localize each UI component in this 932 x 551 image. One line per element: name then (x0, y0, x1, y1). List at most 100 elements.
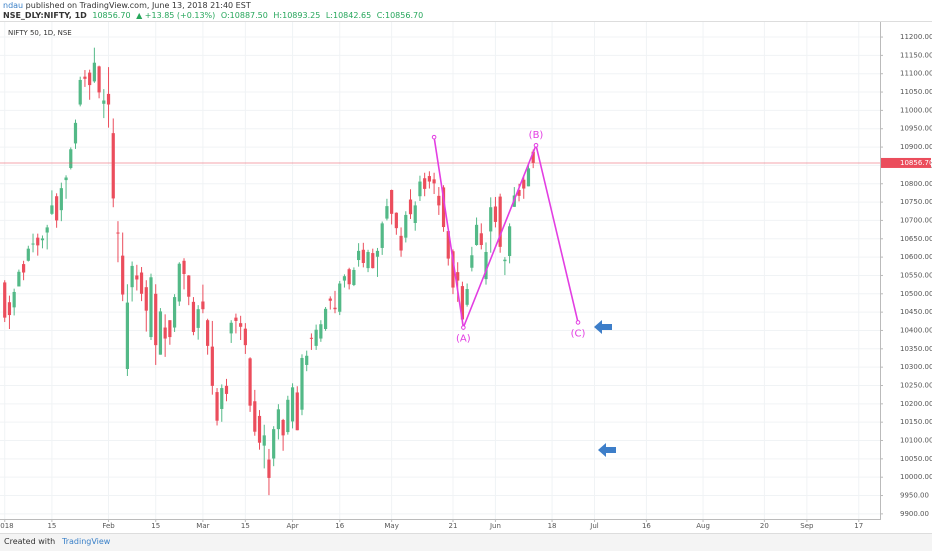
candle-body (333, 307, 337, 310)
wave-label: (B) (529, 130, 544, 141)
candle-body (498, 196, 502, 247)
y-tick-label: 11000.00 (900, 106, 932, 114)
y-tick-label: 10400.00 (900, 326, 932, 334)
candle-body (111, 133, 115, 199)
candle-body (432, 179, 436, 184)
candle-body (144, 287, 148, 311)
candle-body (64, 177, 68, 181)
candle-body (347, 269, 351, 285)
candle-body (191, 301, 196, 332)
candle-body (206, 320, 210, 346)
candle-body (121, 255, 125, 295)
candle-body (418, 181, 422, 197)
wave-line (433, 137, 579, 331)
candle-body (399, 235, 403, 251)
candle-body (290, 387, 295, 422)
last-price-tag (881, 157, 931, 168)
candle-body (139, 272, 144, 294)
chart: NIFTY 50, 1D, NSE 9900.00 9950.00 10000.00… (0, 21, 932, 530)
candle-body (300, 357, 304, 410)
candle-body (97, 66, 101, 93)
y-tick-label: 11150.00 (900, 51, 932, 59)
candle-body (262, 435, 266, 446)
arrow (598, 443, 616, 457)
last: 10856.70 (92, 11, 131, 20)
candle-body (489, 207, 493, 232)
candle-body (390, 189, 394, 214)
publish-info: published on TradingView.com, June 13, 2… (25, 1, 251, 10)
candle-body (102, 100, 106, 104)
y-tick-label: 10000.00 (900, 473, 932, 481)
candle-body (215, 392, 219, 421)
y-tick-label: 10650.00 (900, 235, 932, 243)
candle-body (456, 272, 460, 281)
candle-body (17, 271, 21, 287)
y-tick-label: 10150.00 (900, 418, 932, 426)
candle-body (470, 255, 474, 268)
x-tick-label: Jul (589, 522, 599, 530)
candle-body (352, 269, 356, 285)
brand[interactable]: TradingView (62, 537, 111, 546)
y-tick-label: 10500.00 (900, 290, 932, 298)
candle-body (446, 231, 450, 259)
x-tick-label: Jun (489, 522, 501, 530)
y-tick-label: 10550.00 (900, 271, 932, 279)
x-tick-label: 18 (548, 522, 557, 530)
candle-body (40, 238, 45, 241)
y-tick-label: 10900.00 (900, 143, 932, 151)
x-tick-label: Apr (286, 522, 298, 530)
candle-body (526, 168, 531, 187)
candle-body (135, 275, 139, 280)
x-tick-label: Sep (800, 522, 814, 530)
candle-body (253, 401, 257, 432)
high: H:10893.25 (273, 11, 321, 20)
candle-body (503, 259, 507, 262)
candle-body (50, 205, 54, 214)
candle-body (361, 249, 365, 263)
candle-body (319, 324, 323, 339)
candle-body (7, 302, 12, 316)
candle-body (493, 206, 498, 222)
y-tick-label: 10300.00 (900, 363, 932, 371)
candle-body (243, 328, 247, 346)
y-tick-label: 11100.00 (900, 70, 932, 78)
candle-body (130, 265, 134, 288)
x-tick-label: 20 (760, 522, 769, 530)
candle-body (309, 337, 314, 339)
candle-body (196, 309, 200, 328)
x-tick-label: 2018 (0, 522, 14, 530)
y-tick-label: 10750.00 (900, 198, 932, 206)
y-tick-label: 10950.00 (900, 125, 932, 133)
author[interactable]: ndau (3, 1, 24, 10)
candle-body (149, 277, 153, 338)
candle-body (31, 243, 35, 245)
candle-body (323, 308, 328, 330)
y-tick-label: 10350.00 (900, 345, 932, 353)
x-tick-label: Mar (196, 522, 209, 530)
candle-body (366, 251, 370, 269)
candle-body (479, 233, 483, 246)
x-tick-label: 16 (335, 522, 344, 530)
last-price-label: 10856.70 (900, 159, 932, 167)
candle-body (413, 205, 417, 224)
candle-body (474, 224, 479, 246)
wave-point (533, 142, 539, 148)
candle-body (88, 72, 92, 86)
candle-body (248, 358, 252, 406)
candle-body (59, 188, 63, 211)
candle-body (385, 206, 389, 219)
symbol: NSE_DLY:NIFTY, 1D (3, 11, 87, 20)
candle-body (83, 76, 87, 79)
candle-body (328, 298, 332, 301)
candle-body (408, 199, 413, 215)
x-tick-label: Feb (102, 522, 115, 530)
wave-point (575, 320, 581, 325)
candle-body (267, 459, 271, 478)
candle-body (517, 189, 521, 196)
candle-body (427, 176, 431, 182)
candle-body (154, 293, 158, 346)
candle-body (342, 276, 347, 281)
candle-body (437, 195, 441, 206)
candle-body (12, 291, 16, 308)
